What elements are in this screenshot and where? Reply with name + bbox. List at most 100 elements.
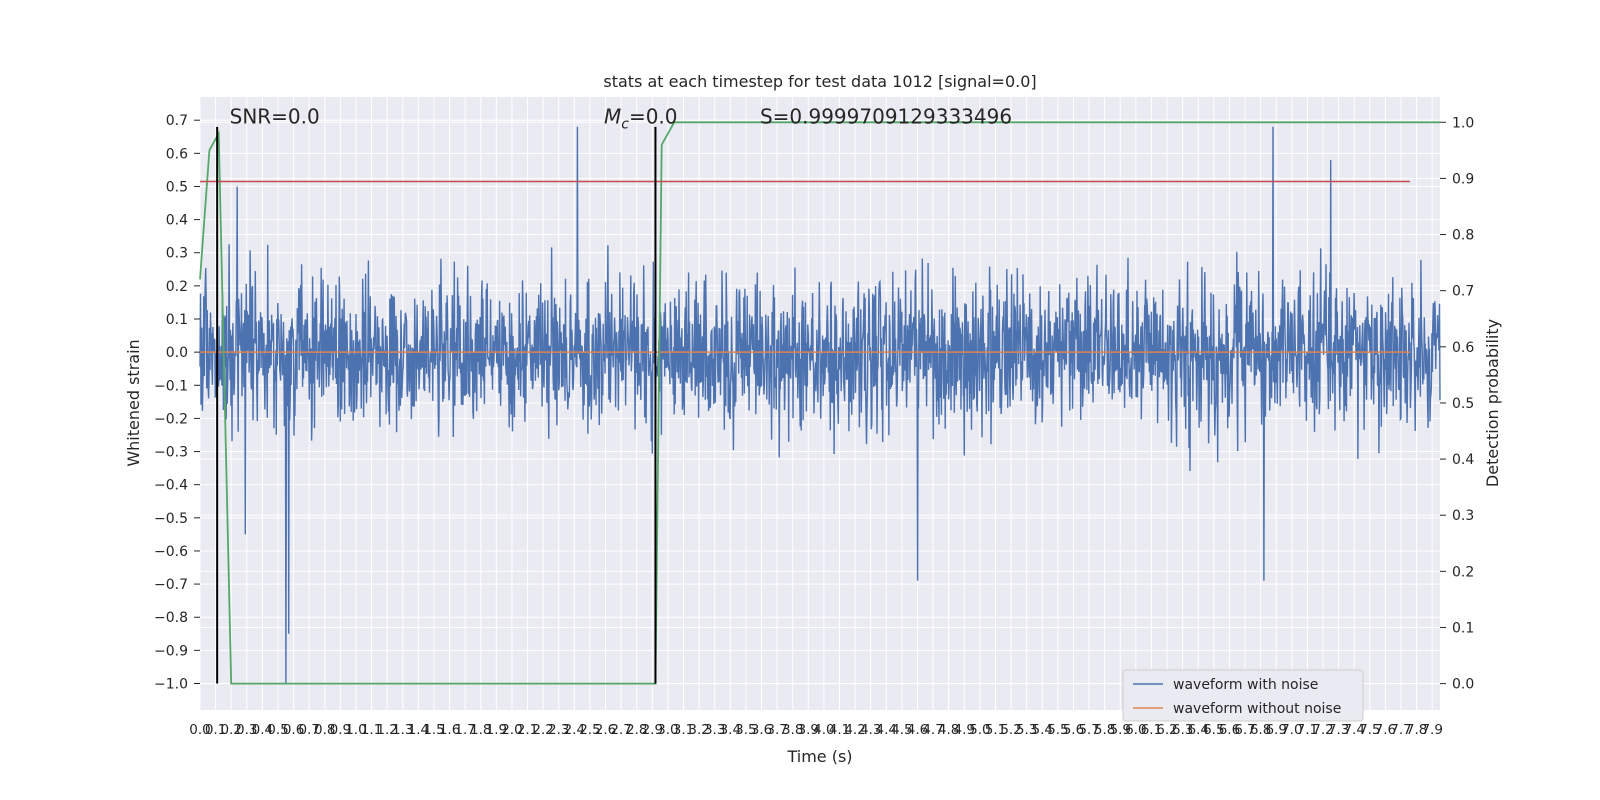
y-tick-label: −0.7 [154,577,188,593]
annotation-text: Mc=0.0 [604,105,678,133]
x-tick-label: 2.7 [610,722,631,738]
x-tick-label: 1.9 [486,722,507,738]
y-axis-left: 0.7 0.6 0.5 0.4 0.3 0.2 0.1 0.0 −0.1 −0.2 −0.3 −0.4… [154,113,200,692]
y2-tick-label: 0.2 [1452,564,1474,580]
chart-title: stats at each timestep for test data 101… [603,72,1036,91]
y-tick-label: 0.0 [166,345,188,361]
y-tick-label: −0.1 [154,378,188,394]
x-tick-label: 1.2 [376,722,397,738]
y-tick-label: 0.5 [166,179,188,195]
y-tick-label: 0.3 [166,246,188,262]
legend-label-noise: waveform with noise [1173,677,1318,693]
y-tick-label: −0.9 [154,643,188,659]
y2-tick-label: 0.7 [1452,284,1474,300]
x-tick-label: 5.3 [1016,722,1037,738]
y2-tick-label: 0.8 [1452,228,1474,244]
y-tick-label: −0.8 [154,610,188,626]
x-tick-label: 7.2 [1312,722,1333,738]
y2-tick-label: 0.0 [1452,677,1474,693]
y-tick-label: −1.0 [154,676,188,692]
x-tick-label: 5.0 [969,722,990,738]
x-tick-label: 3.2 [688,722,709,738]
x-tick-label: 0.3 [236,722,257,738]
x-tick-label: 3.6 [751,722,772,738]
y-tick-label: 0.4 [166,213,188,229]
x-tick-label: 7.5 [1359,722,1380,738]
x-tick-label: 3.7 [766,722,787,738]
x-tick-label: 7.9 [1421,722,1442,738]
x-tick-label: 1.1 [361,722,382,738]
x-tick-label: 4.6 [907,722,928,738]
y-tick-label: −0.5 [154,511,188,527]
x-tick-label: 0.8 [314,722,335,738]
x-tick-label: 3.8 [782,722,803,738]
y-tick-label: −0.2 [154,411,188,427]
x-tick-label: 7.7 [1390,722,1411,738]
x-tick-label: 6.4 [1187,722,1208,738]
x-tick-label: 4.1 [829,722,850,738]
x-tick-label: 0.5 [267,722,288,738]
series-detection-probability [199,121,1440,685]
x-tick-label: 3.3 [704,722,725,738]
annotation-text: SNR=0.0 [230,105,320,129]
x-tick-label: 4.5 [891,722,912,738]
legend-box [1122,669,1364,722]
x-tick-label: 5.8 [1094,722,1115,738]
x-tick-label: 4.7 [922,722,943,738]
y-tick-label: −0.6 [154,544,188,560]
x-tick-label: 2.1 [517,722,538,738]
x-axis-label: Time (s) [786,747,852,766]
x-tick-label: 0.0 [189,722,210,738]
x-tick-label: 4.0 [813,722,834,738]
y2-tick-label: 0.9 [1452,171,1474,187]
x-tick-label: 2.3 [548,722,569,738]
x-tick-label: 1.4 [408,722,429,738]
x-tick-label: 6.8 [1250,722,1271,738]
y-tick-label: −0.3 [154,445,188,461]
x-tick-label: 1.8 [470,722,491,738]
x-tick-label: 7.6 [1375,722,1396,738]
x-tick-label: 4.4 [876,722,897,738]
x-tick-label: 4.9 [954,722,975,738]
x-tick-label: 1.6 [439,722,460,738]
x-tick-label: 2.6 [595,722,616,738]
x-tick-label: 3.5 [735,722,756,738]
x-tick-label: 2.5 [579,722,600,738]
x-tick-label: 2.9 [642,722,663,738]
x-tick-label: 7.4 [1343,722,1364,738]
x-tick-label: 0.4 [252,722,273,738]
y-tick-label: 0.6 [166,146,188,162]
y2-tick-label: 0.6 [1452,340,1474,356]
x-tick-label: 6.6 [1219,722,1240,738]
y-tick-label: −0.4 [154,478,188,494]
x-tick-label: 7.8 [1406,722,1427,738]
x-tick-label: 7.3 [1328,722,1349,738]
x-tick-label: 5.4 [1032,722,1053,738]
legend: waveform with noise waveform without noi… [1122,669,1364,722]
x-tick-label: 6.1 [1141,722,1162,738]
x-tick-label: 6.3 [1172,722,1193,738]
x-tick-label: 3.0 [657,722,678,738]
x-tick-label: 3.4 [720,722,741,738]
x-tick-label: 7.0 [1281,722,1302,738]
x-tick-label: 0.6 [283,722,304,738]
x-tick-label: 3.1 [673,722,694,738]
x-tick-label: 6.5 [1203,722,1224,738]
annotation-text: S=0.9999709129333496 [760,105,1012,129]
x-axis: 0.00.10.20.30.40.50.60.70.80.91.01.11.21… [189,722,1443,738]
x-tick-label: 1.5 [423,722,444,738]
legend-label-clean: waveform without noise [1173,701,1341,717]
x-tick-label: 0.7 [298,722,319,738]
x-tick-label: 4.2 [844,722,865,738]
x-tick-label: 1.7 [454,722,475,738]
x-tick-label: 4.8 [938,722,959,738]
x-tick-label: 2.4 [564,722,585,738]
y-axis-label: Whitened strain [124,339,143,466]
y-tick-label: 0.2 [166,279,188,295]
x-tick-label: 5.9 [1110,722,1131,738]
x-tick-label: 5.2 [1000,722,1021,738]
x-tick-label: 0.2 [220,722,241,738]
y-tick-label: 0.1 [166,312,188,328]
y2-tick-label: 0.3 [1452,508,1474,524]
